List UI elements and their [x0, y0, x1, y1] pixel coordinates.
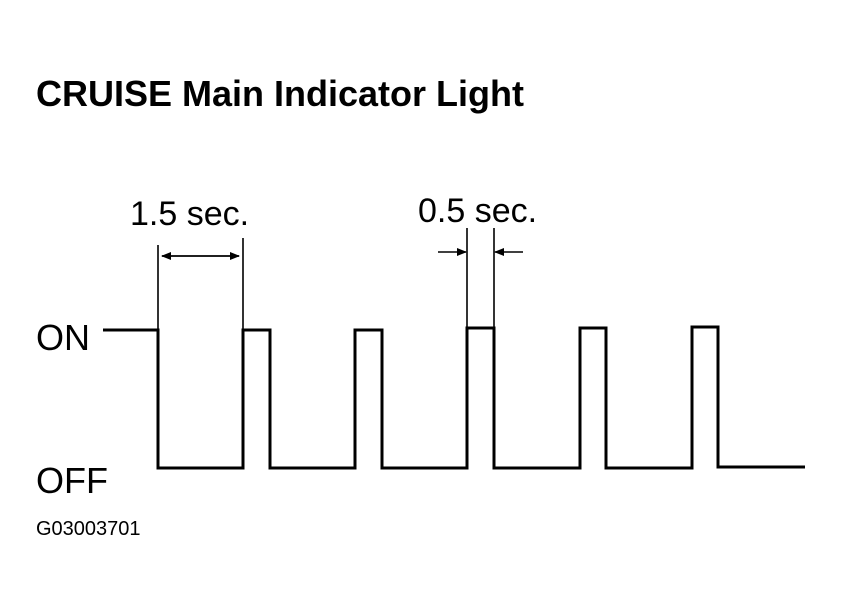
level-label: OFF [36, 460, 108, 501]
interval-label: 0.5 sec. [418, 192, 537, 230]
interval-label: 1.5 sec. [130, 195, 249, 233]
figure-id: G03003701 [36, 518, 141, 540]
waveform [103, 325, 805, 470]
title: CRUISE Main Indicator Light [36, 73, 524, 114]
level-label: ON [36, 317, 90, 358]
